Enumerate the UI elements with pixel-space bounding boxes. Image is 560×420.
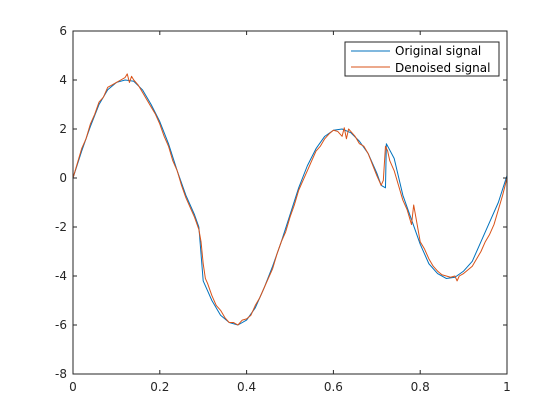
axes-box: [72, 30, 508, 375]
y-tick-label: -2: [55, 220, 67, 234]
legend: Original signal Denoised signal: [344, 41, 500, 77]
y-tick-label: 0: [59, 171, 67, 185]
legend-label-denoised-signal: Denoised signal: [395, 61, 490, 75]
legend-label-original-signal: Original signal: [395, 44, 481, 58]
x-tick-label: 0.6: [324, 380, 343, 394]
ticks-layer: 0 0.2 0.4 0.6 0.8 1 -8 -6 -4 -2 0 2 4 6: [55, 24, 511, 394]
y-tick-label: 6: [59, 24, 67, 38]
series-line-original-signal: [72, 79, 508, 326]
y-tick-label: 4: [59, 73, 67, 87]
y-tick-label: -8: [55, 367, 67, 381]
plot-area: [73, 31, 507, 374]
x-tick-label: 0: [69, 380, 77, 394]
y-tick-label: -6: [55, 318, 67, 332]
series-layer: [72, 73, 508, 326]
x-tick-label: 0.2: [150, 380, 169, 394]
series-line-denoised-signal: [72, 73, 508, 326]
y-tick-label: 2: [59, 122, 67, 136]
y-tick-label: -4: [55, 269, 67, 283]
legend-box: [344, 41, 500, 77]
x-tick-label: 0.8: [411, 380, 430, 394]
x-tick-label: 1: [503, 380, 511, 394]
x-tick-label: 0.4: [237, 380, 256, 394]
